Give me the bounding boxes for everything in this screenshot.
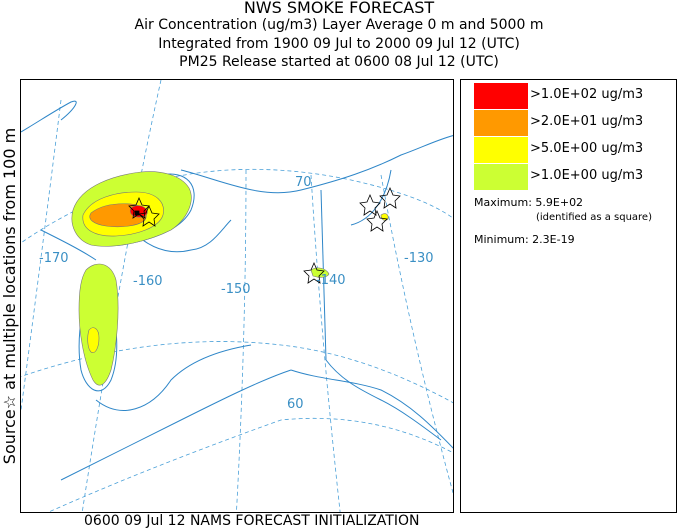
subtitle-integration: Integrated from 1900 09 Jul to 2000 09 J… [158,36,520,52]
siberia-coast [21,100,77,133]
legend-row-1e0: >1.0E+00 ug/m3 [474,164,664,190]
norton-sound [40,229,97,261]
gulf-of-alaska-coast [290,369,453,449]
grid-label-130w: -130 [404,251,434,266]
plume-bering-1e0 [78,263,119,386]
legend-swatch-yellow [474,137,528,163]
subtitle-concentration: Air Concentration (ug/m3) Layer Average … [134,17,544,33]
source-star-3 [303,261,325,284]
meridian-165-line [81,80,162,512]
source-star-2 [138,204,160,227]
grid-label-70n: 70 [295,175,312,190]
footer-initialization: 0600 09 Jul 12 NAMS FORECAST INITIALIZAT… [84,513,420,529]
grid-label-140w: -140 [316,273,346,288]
legend-swatch-red [474,83,528,109]
canada-border-south [325,359,442,441]
legend-row-1e2: >1.0E+02 ug/m3 [474,83,664,109]
grid-label-170w: -170 [39,251,69,266]
source-markers [128,186,401,284]
map-panel: -170 -160 -150 -140 -130 70 60 [20,79,454,513]
meridian-175-line [21,99,62,411]
source-side-label: Source☆ at multiple locations from 100 m [0,127,19,465]
subtitle-release: PM25 Release started at 0600 08 Jul 12 (… [179,54,499,70]
legend-swatch-lime [474,164,528,190]
meridian-155-line [236,169,247,512]
plume-bering-5e0 [87,327,100,353]
legend-label-2e1: >2.0E+01 ug/m3 [530,114,644,129]
yukon-river [130,219,232,253]
meridian-135-line [380,174,453,495]
grid-label-60n: 60 [287,397,304,412]
source-star-4 [359,193,381,216]
grid-label-160w: -160 [133,274,163,289]
source-star-6 [366,209,388,232]
plume-interior-1e0 [310,267,330,278]
maximum-square [134,210,140,216]
meridian-145-line [310,174,341,512]
legend-row-2e1: >2.0E+01 ug/m3 [474,110,664,136]
map-title: NWS SMOKE FORECAST [243,0,435,17]
aleutian-chain [60,369,292,481]
parallel-70-line [21,168,453,244]
alaska-peninsula-north [95,344,252,411]
legend-label-5e0: >5.0E+00 ug/m3 [530,141,644,156]
graticule [21,80,453,512]
legend-panel: >1.0E+02 ug/m3 >2.0E+01 ug/m3 >5.0E+00 u… [460,79,677,513]
legend-maximum: Maximum: 5.9E+02 [474,196,584,209]
arctic-coast [180,135,453,194]
legend-label-1e0: >1.0E+00 ug/m3 [530,168,644,183]
legend-label-1e2: >1.0E+02 ug/m3 [530,87,644,102]
legend-maximum-note: (identified as a square) [536,212,652,223]
legend-minimum: Minimum: 2.3E-19 [474,233,575,246]
grid-label-150w: -150 [221,282,251,297]
parallel-60-line [47,417,453,512]
legend-row-5e0: >5.0E+00 ug/m3 [474,137,664,163]
source-star-5 [379,186,401,209]
map-canvas: -170 -160 -150 -140 -130 70 60 [21,80,453,512]
legend-swatch-orange [474,110,528,136]
